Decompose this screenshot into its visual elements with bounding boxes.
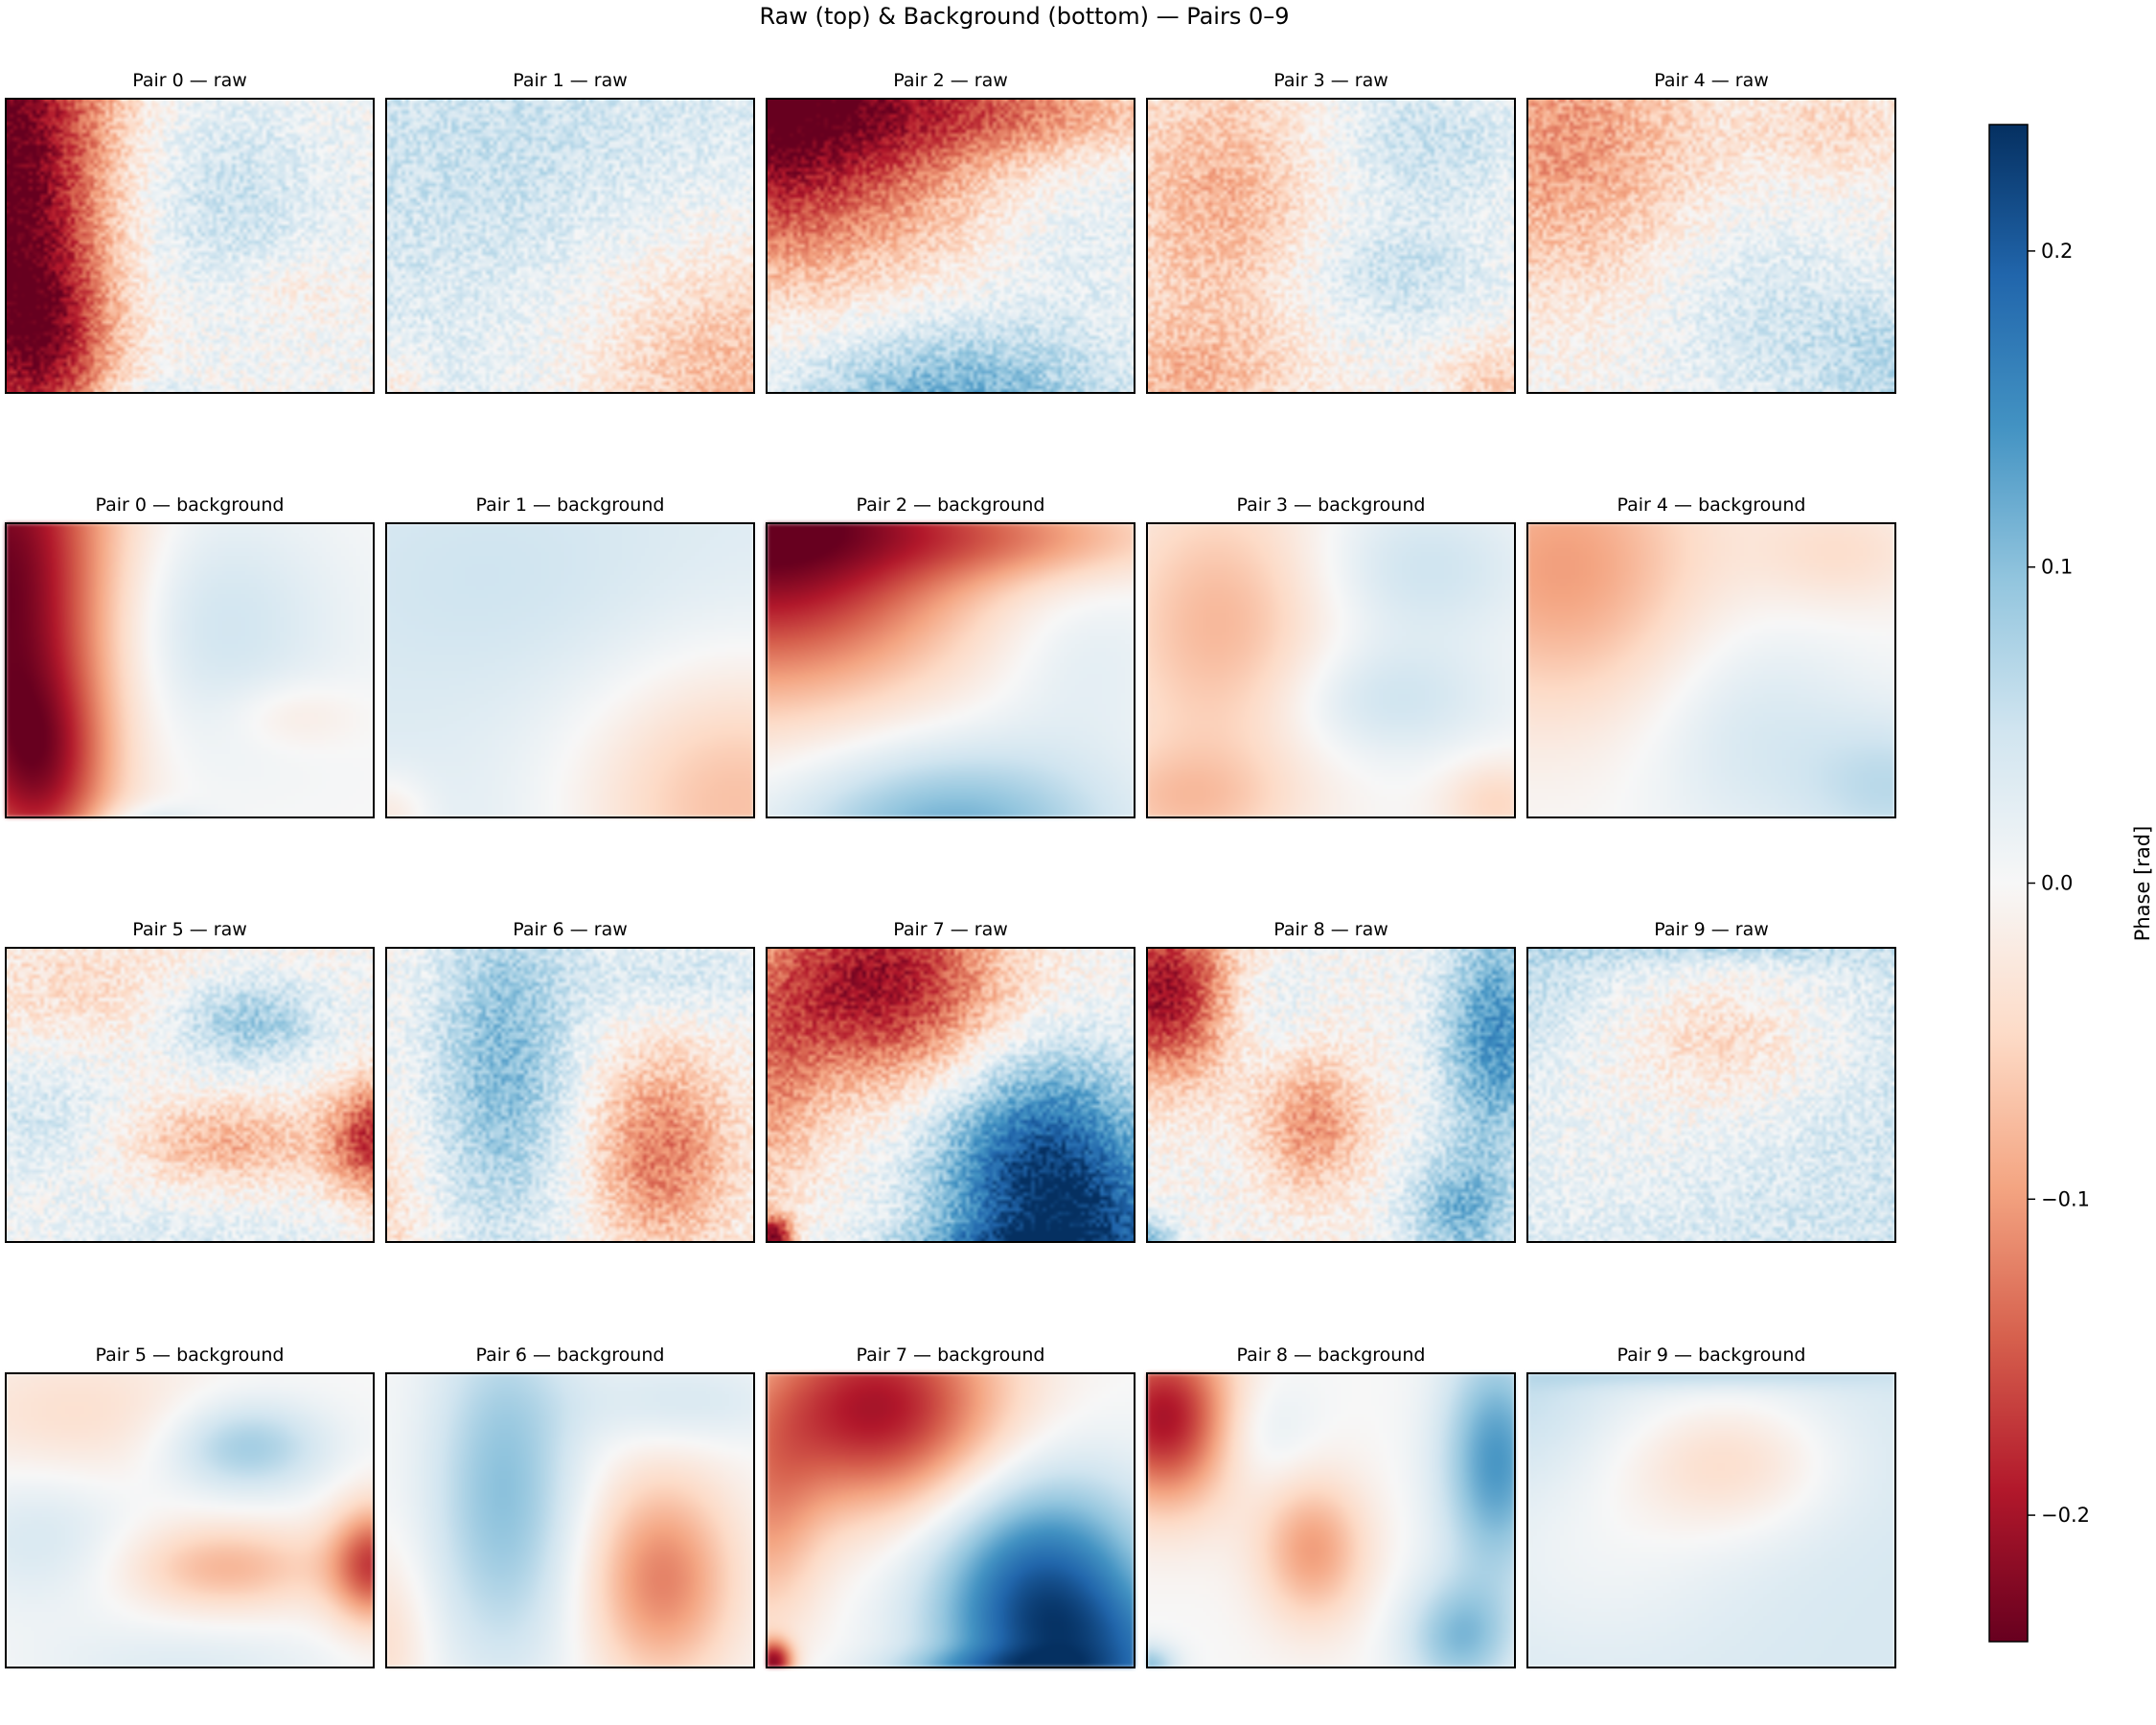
panel-frame: [766, 947, 1135, 1243]
panel-title: Pair 7 — background: [857, 1345, 1045, 1366]
panel-frame: [1146, 522, 1516, 818]
panel-pair-6-raw: Pair 6 — raw: [385, 919, 755, 1243]
heatmap-image: [386, 1373, 754, 1668]
panel-pair-0-background: Pair 0 — background: [5, 494, 375, 818]
panel-title: Pair 0 — background: [96, 494, 285, 516]
panel-frame: [766, 522, 1135, 818]
colorbar-tick-label: 0.0: [2041, 872, 2073, 895]
panel-pair-9-background: Pair 9 — background: [1526, 1345, 1896, 1668]
heatmap-image: [1527, 1373, 1895, 1668]
panel-pair-7-background: Pair 7 — background: [766, 1345, 1135, 1668]
heatmap-image: [1527, 99, 1895, 393]
heatmap-image: [386, 948, 754, 1242]
panel-frame: [385, 947, 755, 1243]
heatmap-image: [6, 523, 374, 817]
panel-pair-5-raw: Pair 5 — raw: [5, 919, 375, 1243]
panel-frame: [1526, 522, 1896, 818]
panel-title: Pair 2 — raw: [893, 70, 1008, 91]
colorbar-tick-label: −0.1: [2041, 1187, 2090, 1210]
panel-title: Pair 8 — raw: [1273, 919, 1388, 940]
panel-title: Pair 9 — raw: [1654, 919, 1769, 940]
panel-title: Pair 6 — raw: [513, 919, 628, 940]
panel-title: Pair 4 — raw: [1654, 70, 1769, 91]
panel-pair-3-background: Pair 3 — background: [1146, 494, 1516, 818]
panel-frame: [1526, 98, 1896, 394]
panel-pair-9-raw: Pair 9 — raw: [1526, 919, 1896, 1243]
heatmap-image: [767, 523, 1135, 817]
colorbar-label: Phase [rad]: [2131, 826, 2154, 942]
colorbar: 0.2 0.1 0.0 −0.1 −0.2 Phase [rad]: [1988, 124, 2154, 1643]
panel-frame: [5, 98, 375, 394]
panel-frame: [766, 1372, 1135, 1668]
panel-frame: [5, 522, 375, 818]
panel-frame: [1146, 98, 1516, 394]
panel-pair-4-background: Pair 4 — background: [1526, 494, 1896, 818]
panel-frame: [5, 947, 375, 1243]
heatmap-image: [386, 523, 754, 817]
heatmap-image: [1147, 948, 1515, 1242]
panel-title: Pair 3 — raw: [1273, 70, 1388, 91]
panel-frame: [1526, 947, 1896, 1243]
panel-pair-1-background: Pair 1 — background: [385, 494, 755, 818]
panel-title: Pair 5 — background: [96, 1345, 285, 1366]
panel-title: Pair 7 — raw: [893, 919, 1008, 940]
panel-title: Pair 3 — background: [1237, 494, 1426, 516]
panel-pair-2-background: Pair 2 — background: [766, 494, 1135, 818]
heatmap-image: [767, 99, 1135, 393]
panel-title: Pair 0 — raw: [132, 70, 247, 91]
heatmap-image: [1147, 523, 1515, 817]
colorbar-ticks: 0.2 0.1 0.0 −0.1 −0.2: [2028, 240, 2090, 1527]
panel-frame: [1526, 1372, 1896, 1668]
panel-title: Pair 8 — background: [1237, 1345, 1426, 1366]
panel-pair-2-raw: Pair 2 — raw: [766, 70, 1135, 394]
heatmap-image: [767, 948, 1135, 1242]
panel-title: Pair 9 — background: [1617, 1345, 1806, 1366]
panel-title: Pair 4 — background: [1617, 494, 1806, 516]
heatmap-image: [767, 1373, 1135, 1668]
figure-title: Raw (top) & Background (bottom) — Pairs …: [759, 3, 1289, 30]
panel-title: Pair 2 — background: [857, 494, 1045, 516]
heatmap-image: [386, 99, 754, 393]
panel-frame: [766, 98, 1135, 394]
heatmap-image: [1147, 1373, 1515, 1668]
panel-frame: [5, 1372, 375, 1668]
panel-pair-4-raw: Pair 4 — raw: [1526, 70, 1896, 394]
panel-title: Pair 5 — raw: [132, 919, 247, 940]
panel-pair-5-background: Pair 5 — background: [5, 1345, 375, 1668]
panel-title: Pair 1 — raw: [513, 70, 628, 91]
heatmap-image: [6, 99, 374, 393]
colorbar-tick-label: 0.1: [2041, 556, 2073, 579]
panel-frame: [385, 98, 755, 394]
panel-pair-8-raw: Pair 8 — raw: [1146, 919, 1516, 1243]
panel-pair-0-raw: Pair 0 — raw: [5, 70, 375, 394]
panel-pair-1-raw: Pair 1 — raw: [385, 70, 755, 394]
panel-frame: [385, 1372, 755, 1668]
colorbar-tick-label: 0.2: [2041, 240, 2073, 263]
heatmap-image: [6, 1373, 374, 1668]
heatmap-image: [1527, 948, 1895, 1242]
panel-grid: Pair 0 — raw Pair 1 — raw Pair 2 — raw Pair…: [5, 70, 1896, 1668]
panel-title: Pair 1 — background: [476, 494, 665, 516]
panel-pair-7-raw: Pair 7 — raw: [766, 919, 1135, 1243]
heatmap-image: [1147, 99, 1515, 393]
colorbar-gradient: [1988, 124, 2029, 1643]
panel-title: Pair 6 — background: [476, 1345, 665, 1366]
panel-pair-8-background: Pair 8 — background: [1146, 1345, 1516, 1668]
panel-frame: [1146, 1372, 1516, 1668]
panel-pair-6-background: Pair 6 — background: [385, 1345, 755, 1668]
colorbar-tick-label: −0.2: [2041, 1504, 2090, 1527]
panel-pair-3-raw: Pair 3 — raw: [1146, 70, 1516, 394]
panel-frame: [385, 522, 755, 818]
heatmap-image: [6, 948, 374, 1242]
heatmap-image: [1527, 523, 1895, 817]
panel-frame: [1146, 947, 1516, 1243]
